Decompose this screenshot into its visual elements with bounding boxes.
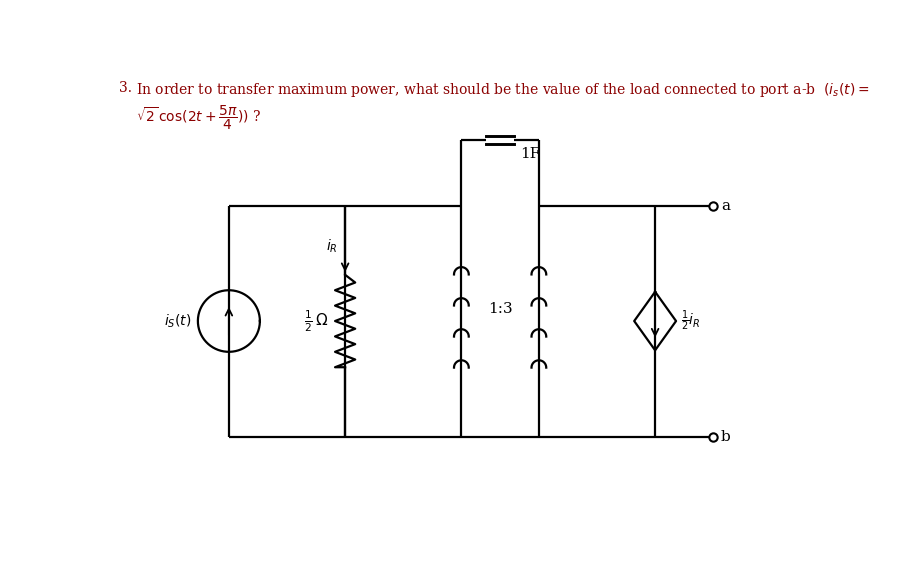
Text: $\frac{1}{2}i_R$: $\frac{1}{2}i_R$: [680, 309, 700, 333]
Text: a: a: [721, 198, 730, 212]
Text: In order to transfer maximum power, what should be the value of the load connect: In order to transfer maximum power, what…: [136, 81, 869, 99]
Text: 1:3: 1:3: [487, 302, 513, 316]
Text: $\sqrt{2}\,\cos(2t + \dfrac{5\pi}{4}))$ ?: $\sqrt{2}\,\cos(2t + \dfrac{5\pi}{4}))$ …: [136, 104, 261, 132]
Text: b: b: [721, 429, 731, 444]
Text: 3.: 3.: [119, 81, 132, 95]
Text: 1F: 1F: [520, 147, 541, 161]
Text: $i_R$: $i_R$: [325, 237, 337, 255]
Text: $i_S(t)$: $i_S(t)$: [164, 312, 192, 329]
Text: $\frac{1}{2}\,\Omega$: $\frac{1}{2}\,\Omega$: [304, 308, 328, 334]
